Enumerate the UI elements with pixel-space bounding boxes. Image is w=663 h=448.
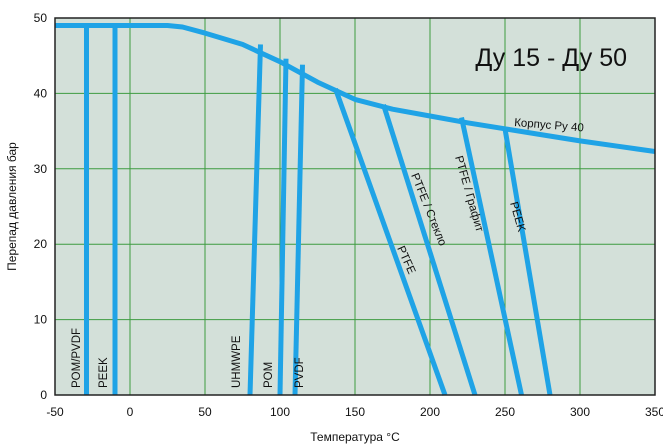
x-tick-label: 0 [127,405,134,419]
y-tick-label: 30 [34,162,48,176]
series-line [333,88,448,396]
series-line [247,44,263,396]
series-line [459,116,524,396]
y-tick-label: 50 [34,11,48,25]
y-tick-label: 20 [34,237,48,251]
x-tick-label: -50 [46,405,64,419]
x-tick-label: 150 [345,405,365,419]
series-line [502,128,553,396]
x-tick-label: 250 [495,405,515,419]
grid [55,18,655,395]
series-label: POM/PVDF [71,328,83,388]
x-tick-label: 200 [420,405,440,419]
x-axis-title: Температура °C [310,430,400,444]
y-axis-title: Перепад давления бар [5,142,19,271]
series-label: UHMWPE [231,335,243,388]
plot-frame [54,17,656,396]
series-lines [55,23,656,396]
x-tick-label: 350 [645,405,663,419]
x-tick-label: 300 [570,405,590,419]
x-tick-label: 100 [270,405,290,419]
series-label: POM [263,362,275,388]
x-tick-label: 50 [198,405,212,419]
y-tick-label: 0 [40,388,47,402]
chart-title: Ду 15 - Ду 50 [475,44,627,72]
series-label: PVDF [294,357,306,388]
series-line [277,58,289,396]
y-tick-label: 40 [34,86,48,100]
series-line [55,23,656,154]
tick-labels: -50 0 50 100 150 200 250 300 350 0 10 20 30 40 50 [34,11,663,419]
series-line [381,103,478,396]
series-label: PEEK [98,357,110,388]
series-label: Корпус Ру 40 [514,117,584,134]
y-tick-label: 10 [34,313,48,327]
series-line [292,64,305,396]
